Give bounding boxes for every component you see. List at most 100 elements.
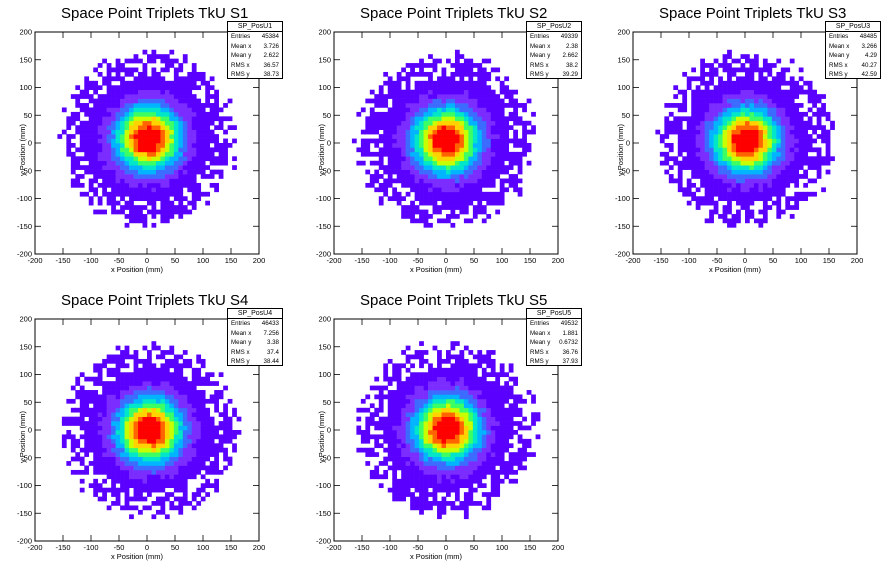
heatmap-cell <box>794 160 800 166</box>
heatmap-cell <box>472 89 478 95</box>
heatmap-cell <box>79 191 85 197</box>
heatmap-cell <box>432 169 438 175</box>
heatmap-cell <box>740 205 746 210</box>
heatmap-cell <box>428 191 433 197</box>
heatmap-cell <box>396 434 402 440</box>
heatmap-cell <box>513 111 518 117</box>
heatmap-cell <box>151 394 157 400</box>
heatmap-cell <box>133 394 139 400</box>
heatmap-cell <box>191 425 197 431</box>
heatmap-cell <box>767 111 773 117</box>
heatmap-cell <box>428 505 433 511</box>
heatmap-cell <box>182 160 188 166</box>
heatmap-cell <box>414 196 420 202</box>
heatmap-cell <box>767 134 773 139</box>
heatmap-cell <box>160 496 166 502</box>
heatmap-cell <box>432 156 438 162</box>
heatmap-cell <box>722 214 728 219</box>
heatmap-cell <box>138 496 143 502</box>
heatmap-cell <box>129 205 134 210</box>
heatmap-cell <box>477 71 483 77</box>
heatmap-cell <box>780 116 786 122</box>
heatmap-cell <box>169 363 175 369</box>
heatmap-cell <box>164 390 170 395</box>
heatmap-cell <box>115 447 121 453</box>
heatmap-cell <box>432 430 438 435</box>
heatmap-cell <box>160 367 166 373</box>
heatmap-cell <box>97 196 103 202</box>
x-tick-label: 150 <box>225 256 238 265</box>
heatmap-cell <box>713 111 719 117</box>
heatmap-cell <box>441 425 447 431</box>
heatmap-cell <box>392 94 398 99</box>
heatmap-cell <box>740 151 746 157</box>
y-tick-label: 0 <box>28 426 32 435</box>
heatmap-cell <box>111 67 116 73</box>
heatmap-cell <box>745 116 750 122</box>
heatmap-cell <box>486 156 492 162</box>
heatmap-cell <box>396 103 402 108</box>
heatmap-cell <box>419 138 424 144</box>
heatmap-cell <box>753 107 759 113</box>
heatmap-cell <box>164 478 170 484</box>
heatmap-cell <box>664 143 670 148</box>
heatmap-cell <box>677 120 683 126</box>
heatmap-cell <box>115 182 121 188</box>
heatmap-cell <box>785 182 791 188</box>
heatmap-cell <box>129 134 134 139</box>
heatmap-cell <box>209 372 215 378</box>
heatmap-cell <box>686 200 692 206</box>
heatmap-cell <box>731 178 737 184</box>
heatmap-cell <box>794 120 800 126</box>
heatmap-cell <box>423 447 429 453</box>
heatmap-cell <box>758 160 764 166</box>
heatmap-cell <box>160 143 166 148</box>
heatmap-cell <box>164 452 170 457</box>
heatmap-cell <box>432 174 438 179</box>
heatmap-cell <box>106 103 112 108</box>
heatmap-cell <box>686 116 692 122</box>
heatmap-cell <box>468 98 474 104</box>
heatmap-cell <box>173 430 179 435</box>
heatmap-cell <box>187 430 193 435</box>
heatmap-cell <box>129 390 134 395</box>
heatmap-cell <box>414 98 420 104</box>
heatmap-cell <box>129 116 134 122</box>
heatmap-cell <box>191 138 197 144</box>
heatmap-cell <box>187 385 193 391</box>
heatmap-cell <box>120 407 125 413</box>
heatmap-cell <box>214 138 219 144</box>
heatmap-cell <box>378 394 384 400</box>
heatmap-cell <box>776 116 782 122</box>
heatmap-cell <box>495 165 501 170</box>
heatmap-cell <box>57 134 63 139</box>
heatmap-cell <box>486 501 492 506</box>
heatmap-cell <box>731 89 737 95</box>
heatmap-cell <box>709 120 714 126</box>
heatmap-cell <box>410 71 415 77</box>
heatmap-cell <box>789 94 795 99</box>
heatmap-cell <box>120 350 125 355</box>
heatmap-cell <box>396 425 402 431</box>
heatmap-cell <box>365 151 371 157</box>
heatmap-cell <box>803 120 809 126</box>
heatmap-cell <box>463 501 469 506</box>
heatmap-cell <box>709 209 714 215</box>
heatmap-cell <box>798 89 804 95</box>
heatmap-cell <box>441 200 447 206</box>
heatmap-cell <box>106 134 112 139</box>
heatmap-cell <box>178 372 184 378</box>
heatmap-cell <box>401 129 406 135</box>
heatmap-cell <box>182 103 188 108</box>
heatmap-cell <box>432 107 438 113</box>
heatmap-cell <box>414 398 420 404</box>
heatmap-cell <box>151 381 157 386</box>
heatmap-cell <box>704 125 710 130</box>
heatmap-cell <box>423 358 429 364</box>
heatmap-cell <box>423 107 429 113</box>
heatmap-cell <box>513 182 518 188</box>
heatmap-cell <box>97 116 103 122</box>
heatmap-cell <box>405 129 411 135</box>
heatmap-cell <box>124 200 130 206</box>
heatmap-cell <box>736 94 741 99</box>
